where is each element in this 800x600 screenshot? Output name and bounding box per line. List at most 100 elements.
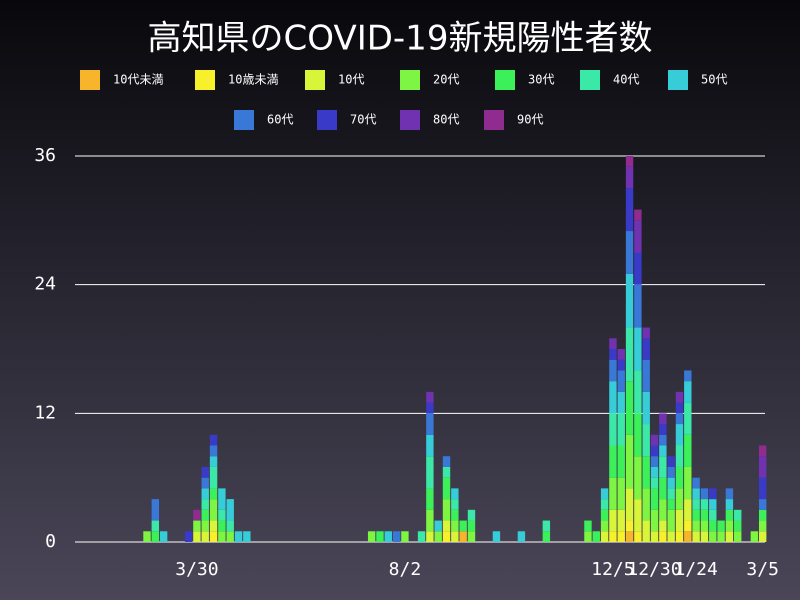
bar-segment: [226, 499, 234, 521]
bar-segment: [659, 477, 667, 500]
bar-segment: [667, 531, 675, 542]
bar-segment: [750, 531, 759, 542]
bar-segment: [684, 381, 692, 403]
bar-segment: [426, 402, 434, 414]
bar-segment: [426, 434, 434, 457]
bar-segment: [725, 509, 734, 521]
bar-segment: [758, 445, 767, 457]
bar-segment: [642, 456, 650, 489]
bar-segment: [675, 509, 684, 532]
bar-segment: [758, 520, 767, 532]
bar-segment: [401, 531, 409, 542]
bar-segment: [692, 488, 700, 500]
y-tick-label: 24: [34, 274, 56, 295]
bar-segment: [667, 499, 675, 510]
bar-segment: [667, 509, 675, 532]
bar-segment: [184, 531, 193, 542]
bar-segment: [725, 488, 734, 500]
bar-segment: [467, 520, 476, 532]
bar-segment: [218, 520, 226, 532]
bar-segment: [426, 488, 434, 510]
bar-segment: [600, 499, 609, 510]
bar-segment: [467, 531, 476, 542]
bar-segment: [758, 499, 767, 510]
bar-segment: [625, 488, 634, 521]
bar-segment: [634, 252, 642, 285]
legend-swatch: [495, 70, 515, 90]
bar-segment: [517, 531, 526, 542]
bar-segment: [634, 456, 642, 500]
legend-label: 80代: [433, 113, 459, 127]
legend-swatch: [234, 110, 254, 130]
bar-segment: [700, 488, 709, 500]
bar-segment: [700, 531, 709, 542]
bar-segment: [600, 509, 609, 521]
bar-segment: [201, 477, 209, 489]
bar-segment: [209, 445, 218, 457]
bar-segment: [459, 520, 467, 532]
bar-segment: [675, 413, 684, 425]
bar-segment: [226, 520, 234, 532]
bar-segment: [650, 445, 659, 457]
legend-label: 70代: [350, 113, 376, 127]
legend-swatch: [195, 70, 215, 90]
bar-segment: [426, 391, 434, 403]
bar-segment: [692, 499, 700, 510]
bar-segment: [725, 531, 734, 542]
bar-segment: [642, 359, 650, 392]
bar-segment: [201, 488, 209, 500]
bar-segment: [617, 509, 625, 532]
bar-segment: [659, 499, 667, 521]
bar-segment: [692, 531, 700, 542]
legend-swatch: [400, 110, 420, 130]
bar-segment: [684, 402, 692, 435]
bar-segment: [392, 531, 401, 542]
bar-segment: [209, 466, 218, 489]
bar-segment: [684, 499, 692, 521]
legend-label: 30代: [528, 73, 554, 87]
bar-segment: [709, 488, 717, 500]
bar-segment: [625, 156, 634, 167]
bar-segment: [667, 488, 675, 500]
bar-segment: [709, 520, 717, 532]
bar-segment: [625, 434, 634, 489]
bar-segment: [367, 531, 376, 542]
legend-label: 10歳未満: [228, 73, 278, 87]
bar-segment: [675, 531, 684, 542]
bar-segment: [700, 499, 709, 510]
bar-segment: [692, 509, 700, 521]
bar-segment: [151, 531, 160, 542]
bar-segment: [634, 370, 642, 414]
bar-segment: [218, 531, 226, 542]
bar-segment: [659, 424, 667, 435]
bar-segment: [209, 434, 218, 446]
bar-segment: [426, 413, 434, 435]
bar-segment: [684, 466, 692, 500]
bar-segment: [659, 531, 667, 542]
bar-segment: [625, 188, 634, 232]
bar-segment: [426, 531, 434, 542]
bar-segment: [659, 520, 667, 532]
y-tick-label: 36: [34, 145, 56, 166]
bar-segment: [451, 488, 459, 500]
bar-segment: [758, 456, 767, 478]
x-tick-label: 3/30: [175, 559, 218, 580]
bar-segment: [209, 488, 218, 500]
bar-segment: [667, 456, 675, 467]
bar-segment: [625, 166, 634, 189]
bar-segment: [600, 488, 609, 500]
bar-segment: [376, 531, 384, 542]
bar-segment: [675, 391, 684, 403]
bar-segment: [201, 531, 209, 542]
legend-swatch: [317, 110, 337, 130]
bar-segment: [609, 477, 617, 510]
bar-segment: [600, 531, 609, 542]
bar-segment: [201, 499, 209, 510]
bar-segment: [642, 424, 650, 457]
bar-segment: [684, 520, 692, 532]
legend-swatch: [668, 70, 688, 90]
bar-segment: [650, 531, 659, 542]
bar-segment: [642, 327, 650, 339]
bar-segment: [609, 381, 617, 414]
